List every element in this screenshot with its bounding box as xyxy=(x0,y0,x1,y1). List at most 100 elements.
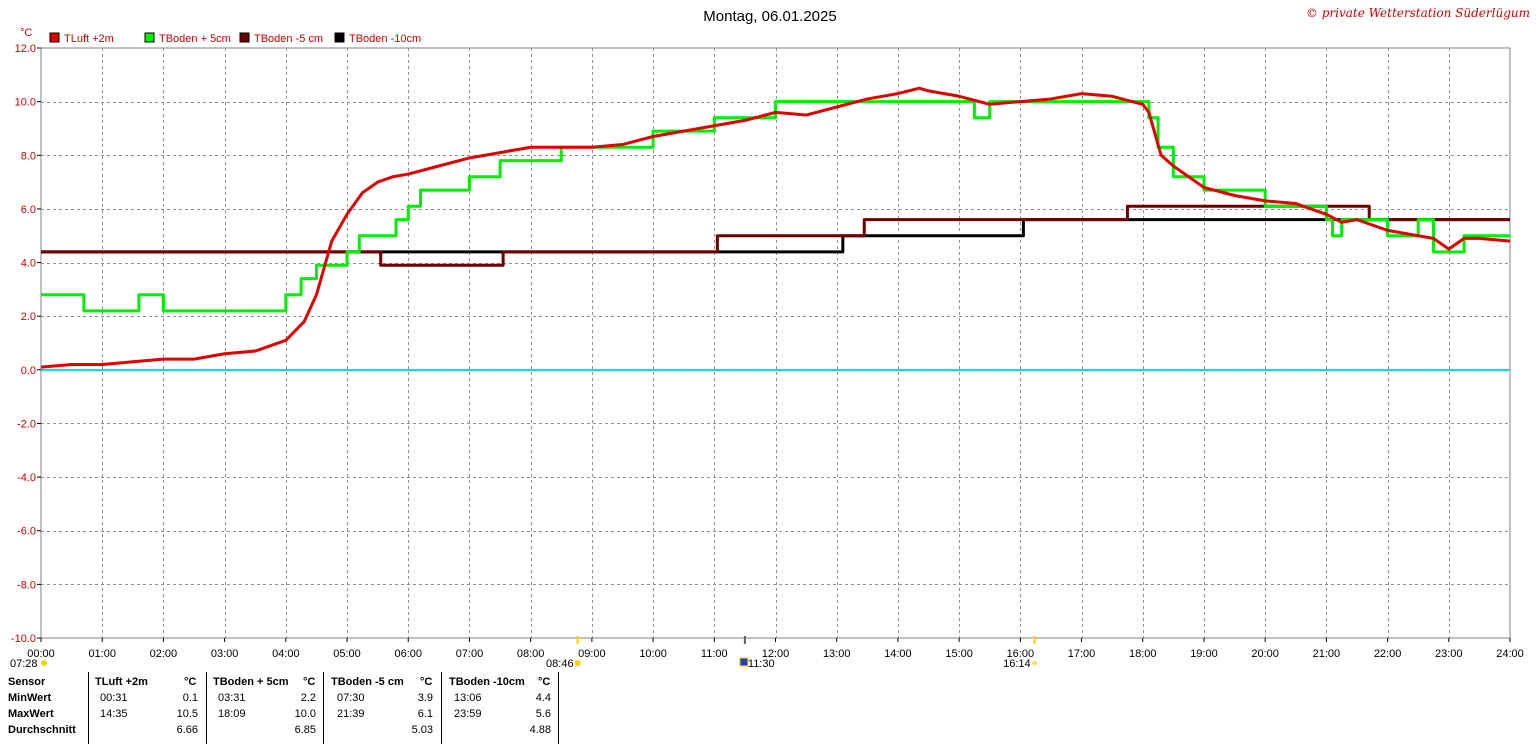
table-cell: 4.88 xyxy=(529,724,551,736)
sunrise-label: 08:46 xyxy=(546,658,574,670)
noon-icon xyxy=(739,657,749,667)
table-cell: 5.03 xyxy=(411,724,433,736)
table-cell: 00:31 xyxy=(100,692,128,704)
table-divider xyxy=(441,672,442,744)
y-tick-label: 2.0 xyxy=(21,311,36,323)
y-tick-label: 12.0 xyxy=(15,43,36,55)
table-cell: 14:35 xyxy=(100,708,128,720)
table-cell: 21:39 xyxy=(337,708,365,720)
table-header: °C xyxy=(184,676,197,688)
table-divider xyxy=(558,672,559,744)
y-tick-label: -6.0 xyxy=(17,526,36,538)
table-header: TLuft +2m xyxy=(95,676,148,688)
sun-prev-label: 07:28 xyxy=(10,658,38,670)
x-tick-label: 15:00 xyxy=(945,648,973,660)
table-cell: 0.1 xyxy=(182,692,198,704)
table-cell: 03:31 xyxy=(218,692,246,704)
x-tick-label: 02:00 xyxy=(150,648,178,660)
table-cell: 10.5 xyxy=(176,708,198,720)
noon-label: 11:30 xyxy=(748,658,775,670)
legend-label: TBoden -5 cm xyxy=(254,33,323,45)
table-cell: 5.6 xyxy=(535,708,551,720)
table-header: Sensor xyxy=(8,676,46,688)
x-tick-label: 09:00 xyxy=(578,648,606,660)
x-tick-label: 05:00 xyxy=(333,648,361,660)
table-header: TBoden + 5cm xyxy=(213,676,289,688)
y-tick-label: -4.0 xyxy=(17,472,36,484)
x-tick-label: 14:00 xyxy=(884,648,912,660)
sunrise-icon xyxy=(574,660,581,666)
x-tick-label: 06:00 xyxy=(394,648,422,660)
table-cell: 4.4 xyxy=(535,692,551,704)
x-tick-label: 10:00 xyxy=(639,648,667,660)
x-tick-label: 04:00 xyxy=(272,648,300,660)
y-tick-label: 0.0 xyxy=(21,365,36,377)
x-tick-label: 11:00 xyxy=(701,648,728,660)
x-tick-label: 07:00 xyxy=(456,648,484,660)
sun-markers: 07:28 08:46 11:30 16:14 xyxy=(10,636,1038,670)
legend-swatch xyxy=(239,32,250,43)
table-cell: 3.9 xyxy=(417,692,433,704)
y-unit-label: °C xyxy=(20,27,32,39)
table-divider xyxy=(206,672,207,744)
y-tick-label: -2.0 xyxy=(17,418,36,430)
legend-label: TBoden -10cm xyxy=(349,33,421,45)
table-row-label: MinWert xyxy=(8,692,52,704)
table-header: TBoden -5 cm xyxy=(331,676,404,688)
legend-swatch xyxy=(334,32,345,43)
x-tick-label: 24:00 xyxy=(1496,648,1524,660)
y-tick-label: 10.0 xyxy=(15,97,36,109)
copyright-label: © private Wetterstation Süderlügum xyxy=(1306,6,1530,20)
x-tick-label: 12:00 xyxy=(762,648,790,660)
table-cell: 6.1 xyxy=(417,708,433,720)
table-header: °C xyxy=(303,676,316,688)
table-cell: 13:06 xyxy=(454,692,482,704)
y-tick-label: -8.0 xyxy=(17,579,36,591)
table-divider xyxy=(88,672,89,744)
table-cell: 18:09 xyxy=(218,708,246,720)
x-tick-label: 03:00 xyxy=(211,648,239,660)
sunset-label: 16:14 xyxy=(1003,658,1031,670)
x-tick-label: 08:00 xyxy=(517,648,545,660)
y-tick-label: -10.0 xyxy=(11,633,36,645)
table-cell: 6.85 xyxy=(294,724,316,736)
x-tick-label: 00:00 xyxy=(27,648,55,660)
x-tick-label: 13:00 xyxy=(823,648,851,660)
x-tick-label: 01:00 xyxy=(88,648,116,660)
sunset-icon xyxy=(1032,660,1038,666)
table-cell: 2.2 xyxy=(300,692,316,704)
x-tick-label: 21:00 xyxy=(1313,648,1341,660)
table-cell: 07:30 xyxy=(337,692,365,704)
series-line-0 xyxy=(40,86,1511,369)
x-tick-label: 23:00 xyxy=(1435,648,1463,660)
legend-label: TLuft +2m xyxy=(64,33,114,45)
table-header: °C xyxy=(420,676,433,688)
table-row-label: Durchschnitt xyxy=(8,724,76,736)
table-divider xyxy=(323,672,324,744)
x-tick-label: 17:00 xyxy=(1068,648,1096,660)
sun-icon xyxy=(41,660,47,666)
y-tick-label: 8.0 xyxy=(21,150,36,162)
series-line-3 xyxy=(41,218,1510,254)
table-cell: 10.0 xyxy=(294,708,316,720)
series-line-1 xyxy=(41,100,1510,313)
y-tick-label: 6.0 xyxy=(21,204,36,216)
chart-title: Montag, 06.01.2025 xyxy=(703,8,836,25)
table-header: TBoden -10cm xyxy=(449,676,525,688)
legend-swatch xyxy=(144,32,155,43)
table-cell: 6.66 xyxy=(176,724,198,736)
x-tick-label: 18:00 xyxy=(1129,648,1157,660)
grid xyxy=(40,47,1511,639)
legend: TLuft +2m TBoden + 5cm TBoden -5 cm TBoden … xyxy=(49,32,421,45)
table-cell: 23:59 xyxy=(454,708,482,720)
x-tick-label: 20:00 xyxy=(1251,648,1279,660)
table-row-label: MaxWert xyxy=(8,708,54,720)
x-axis: 00:00 01:00 02:00 03:00 04:00 05:00 06:00 07:00… xyxy=(27,638,1524,660)
x-tick-label: 16:00 xyxy=(1007,648,1035,660)
legend-label: TBoden + 5cm xyxy=(159,33,231,45)
table-header: °C xyxy=(538,676,551,688)
y-axis: 12.0 10.0 8.0 6.0 4.0 2.0 0.0 -2.0 -4.0 -6.0 -8.0 -… xyxy=(11,43,41,645)
legend-swatch xyxy=(49,32,60,43)
plot-area xyxy=(40,47,1511,639)
